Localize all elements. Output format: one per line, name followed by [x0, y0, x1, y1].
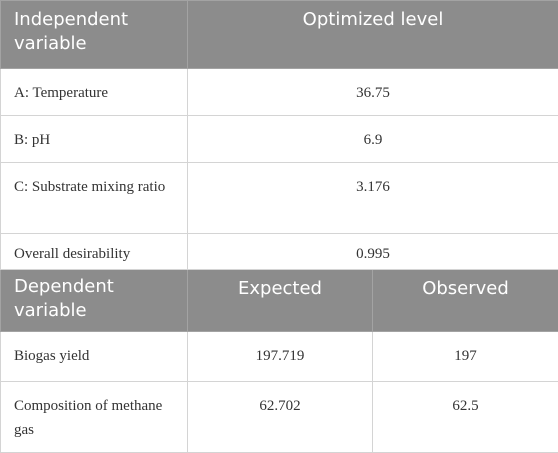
table-row: A: Temperature 36.75 [1, 69, 558, 116]
level-cell: 3.176 [188, 163, 558, 234]
variable-cell: A: Temperature [1, 69, 188, 116]
expected-cell: 197.719 [188, 332, 373, 382]
expected-cell: 62.702 [188, 382, 373, 453]
table-row: Biogas yield 197.719 197 [1, 332, 558, 382]
table-row: Composition of methane gas 62.702 62.5 [1, 382, 558, 453]
variable-cell: Composition of methane gas [1, 382, 188, 453]
variable-cell: Overall desirability [1, 234, 188, 270]
variable-cell: B: pH [1, 116, 188, 163]
table-row: Overall desirability 0.995 [1, 234, 558, 270]
level-cell: 6.9 [188, 116, 558, 163]
variable-cell: Biogas yield [1, 332, 188, 382]
variable-cell: C: Substrate mixing ratio [1, 163, 188, 234]
observed-cell: 62.5 [373, 382, 558, 453]
independent-variable-header: Independent variable [1, 1, 188, 69]
table-row: B: pH 6.9 [1, 116, 558, 163]
optimized-level-header: Optimized level [188, 1, 558, 69]
observed-header: Observed [373, 270, 558, 332]
level-cell: 36.75 [188, 69, 558, 116]
dependent-header-row: Dependent variable Expected Observed [1, 270, 558, 332]
level-cell: 0.995 [188, 234, 558, 270]
table-row: C: Substrate mixing ratio 3.176 [1, 163, 558, 234]
expected-header: Expected [188, 270, 373, 332]
observed-cell: 197 [373, 332, 558, 382]
dependent-variable-header: Dependent variable [1, 270, 188, 332]
independent-header-row: Independent variable Optimized level [1, 1, 558, 69]
